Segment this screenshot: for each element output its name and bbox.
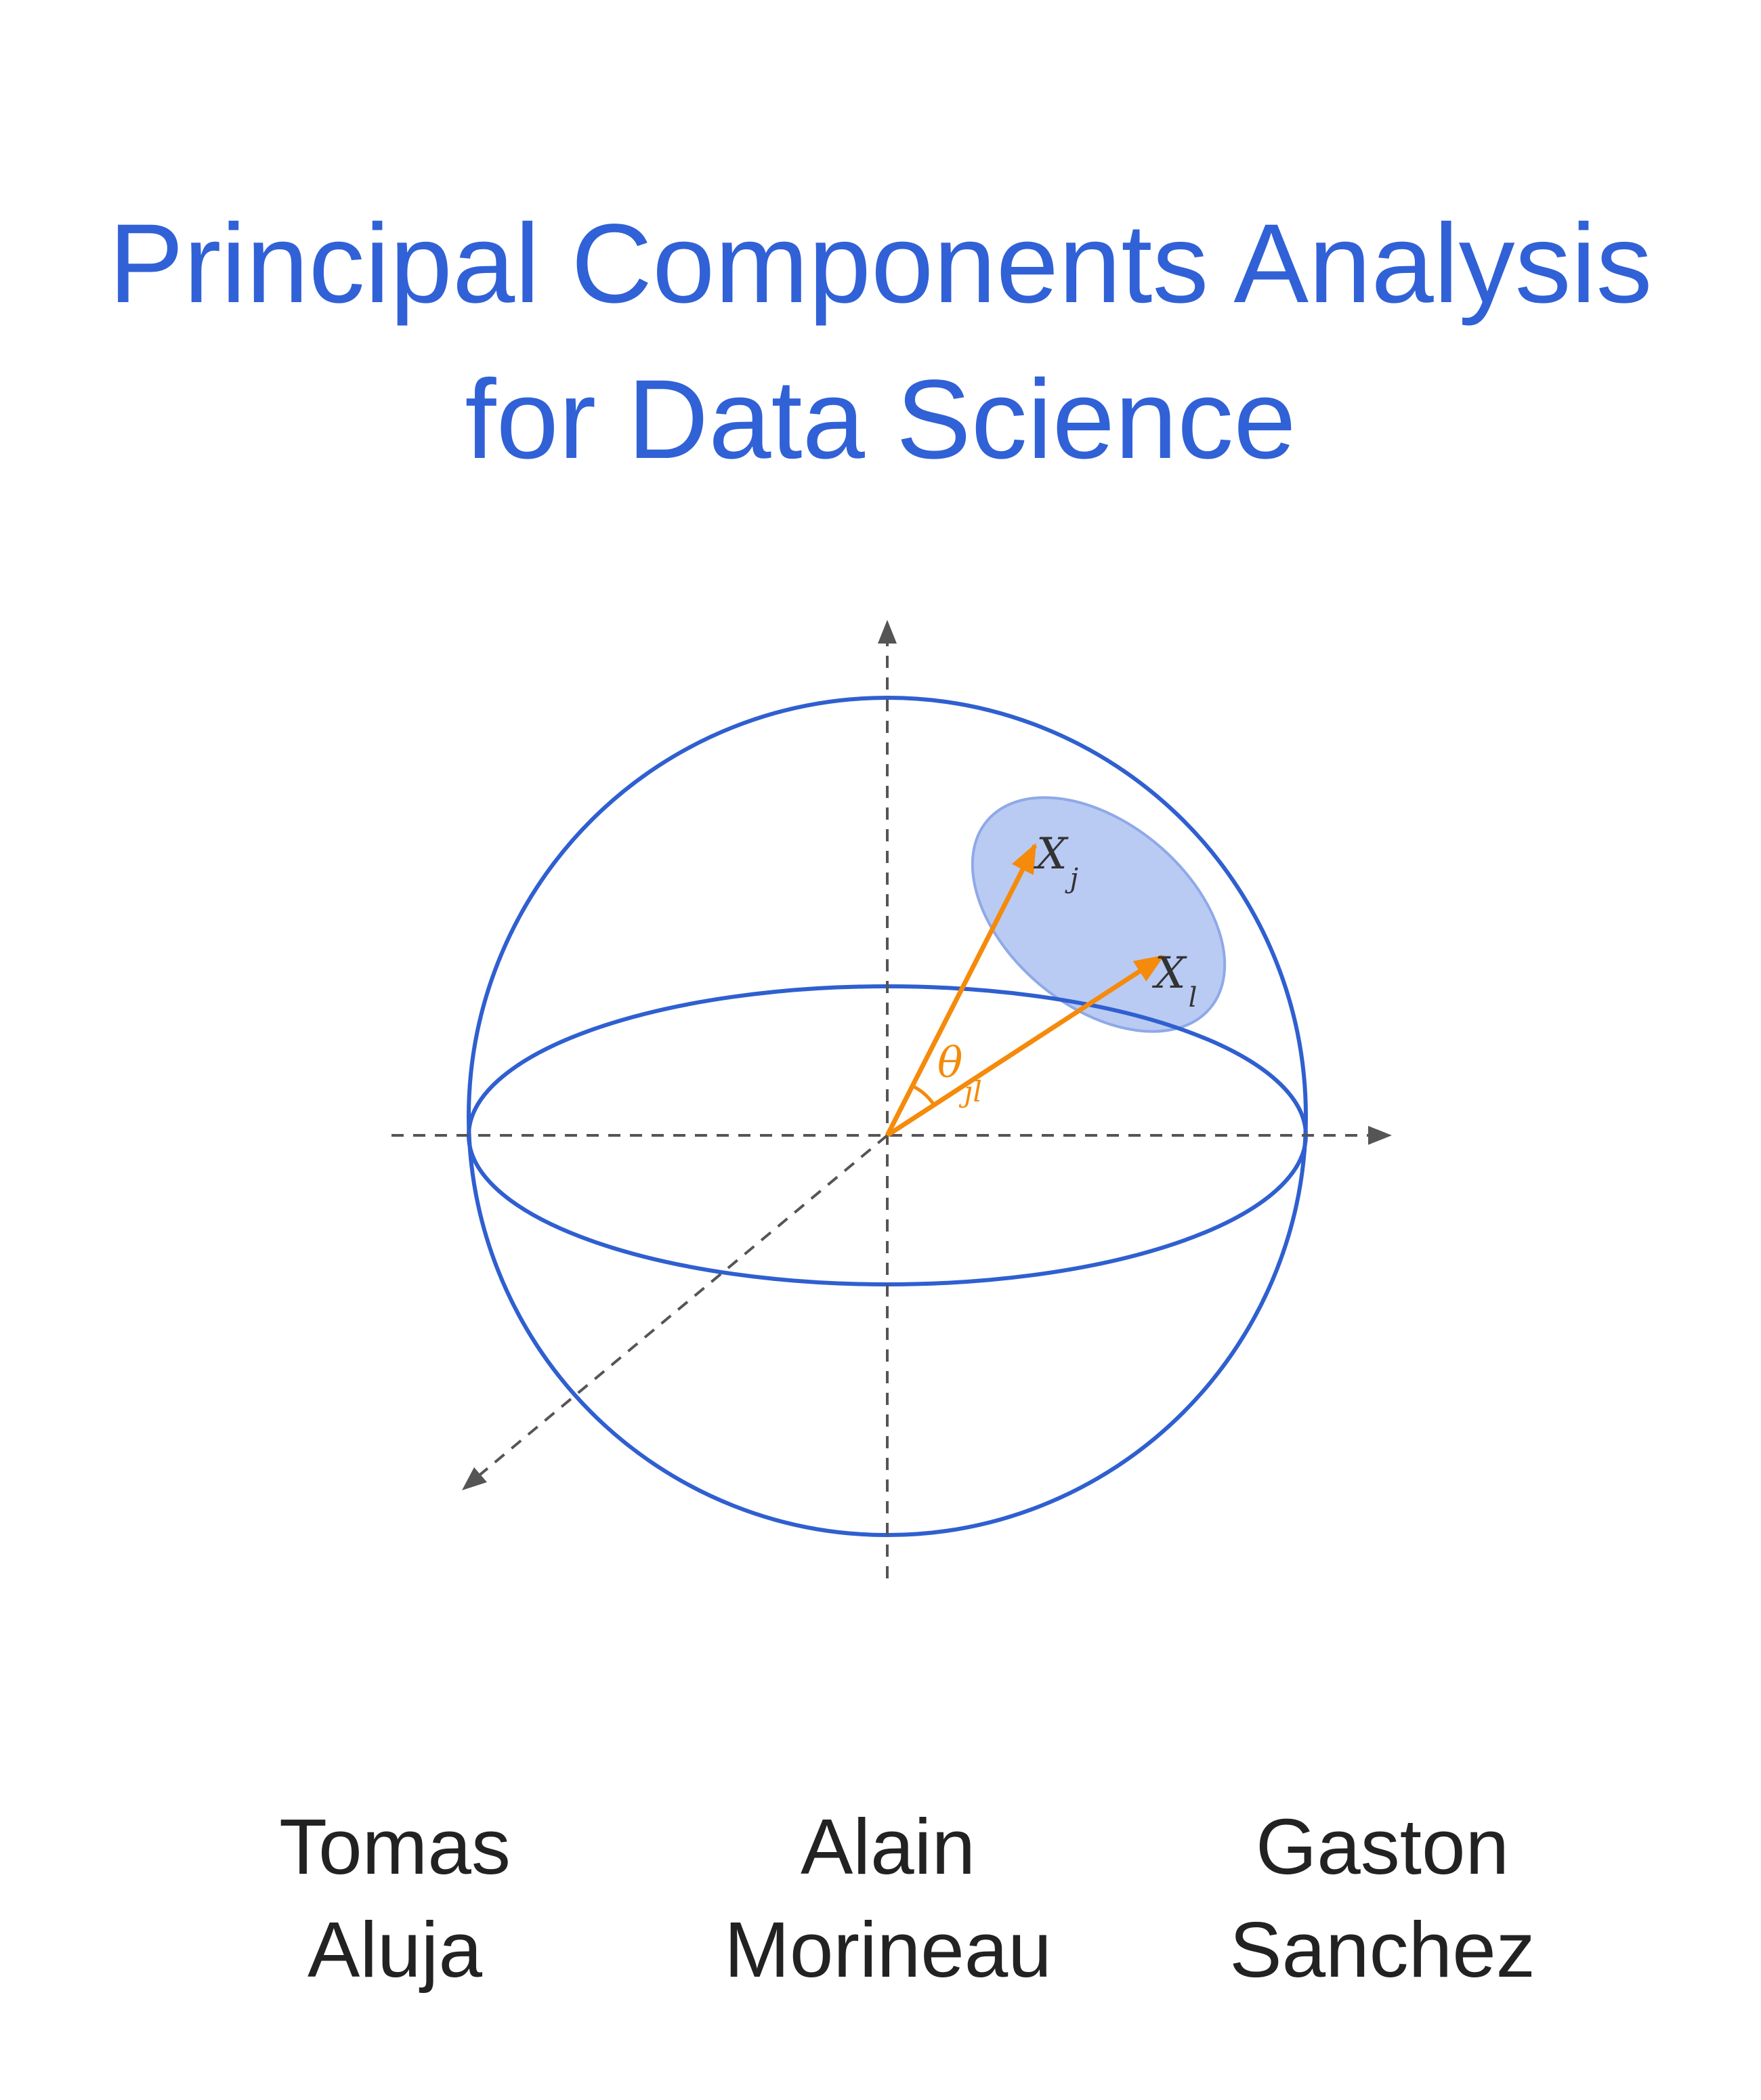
depth-axis-arrowhead [462, 1467, 487, 1490]
author-1: Tomas Aluja [124, 1795, 666, 2001]
region-ellipse [971, 796, 1227, 1033]
vector-xj [885, 843, 1038, 1137]
title-line-1: Principal Components Analysis [108, 201, 1653, 327]
author-3: Gaston Sanchez [1111, 1795, 1653, 2001]
author-1-last-name: Aluja [307, 1906, 482, 1994]
author-3-last-name: Sanchez [1229, 1906, 1535, 1994]
vertical-axis-arrowhead [878, 620, 897, 644]
author-2-last-name: Morineau [724, 1906, 1052, 1994]
vector-xl [886, 954, 1165, 1137]
title-line-2: for Data Science [465, 357, 1296, 482]
author-1-first-name: Tomas [279, 1803, 511, 1891]
angle-arc [911, 1084, 936, 1106]
depth-axis [476, 1134, 889, 1478]
horizontal-axis-arrowhead [1368, 1126, 1392, 1145]
author-2-first-name: Alain [801, 1803, 975, 1891]
author-2: Alain Morineau [617, 1795, 1159, 2001]
author-3-first-name: Gaston [1256, 1803, 1509, 1891]
